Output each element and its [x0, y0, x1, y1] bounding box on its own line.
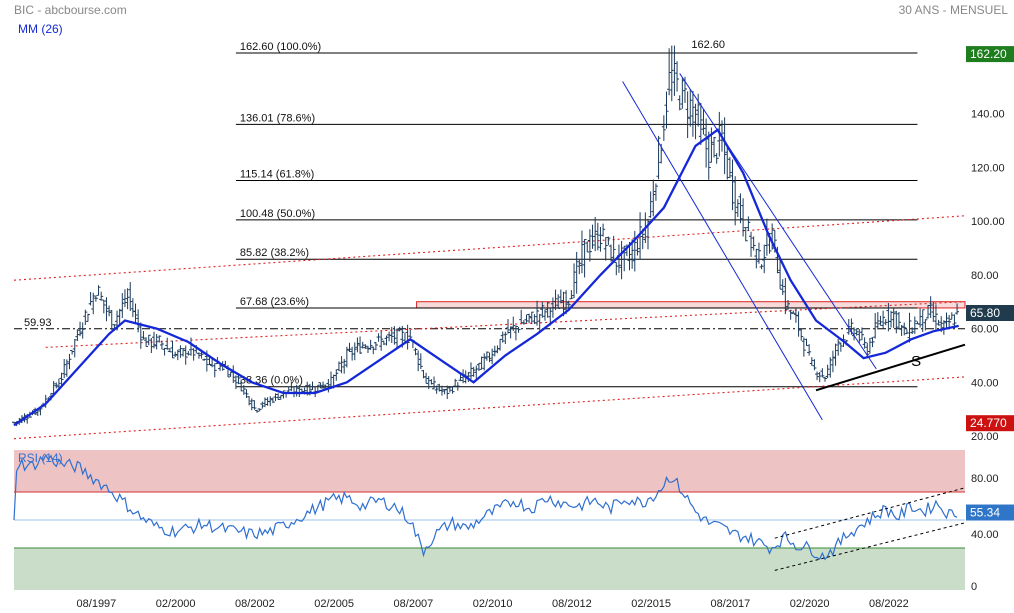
time-axis-tick: 08/2017	[711, 598, 751, 610]
source-title: BIC - abcbourse.com	[14, 3, 127, 17]
rsi-axis-tick: 40.00	[971, 529, 999, 541]
time-axis-tick: 08/2002	[235, 598, 275, 610]
time-axis-tick: 08/2007	[394, 598, 434, 610]
rsi-channel-line	[774, 522, 966, 571]
price-axis-tick: 120.00	[971, 162, 1005, 174]
price-tag-bg	[966, 415, 1014, 432]
peak-label: 162.60	[691, 39, 725, 51]
price-axis-tick: 40.00	[971, 377, 999, 389]
rsi-oversold-zone	[14, 548, 965, 590]
fib-level-label: 100.48 (50.0%)	[240, 208, 315, 220]
time-axis-tick: 02/2005	[314, 598, 354, 610]
time-axis-tick: 02/2000	[156, 598, 196, 610]
ma-legend: MM (26)	[18, 22, 63, 36]
price-tag-bg	[966, 304, 1014, 321]
blue-channel-line	[679, 73, 877, 370]
blue-channel-line	[622, 81, 823, 421]
time-axis-tick: 02/2015	[631, 598, 671, 610]
pattern-label: S	[911, 353, 921, 370]
fib-level-label: 115.14 (61.8%)	[240, 168, 314, 180]
price-axis-tick: 140.00	[971, 109, 1005, 121]
fib-level-label: 162.60 (100.0%)	[240, 41, 321, 53]
fib-level-label: 136.01 (78.6%)	[240, 112, 315, 124]
price-axis-tick: 60.00	[971, 324, 999, 336]
rsi-channel-line	[774, 487, 966, 539]
price-axis-tick: 80.00	[971, 270, 999, 282]
price-axis-tick: 20.00	[971, 431, 999, 443]
red-channel-line	[13, 376, 966, 440]
price-tag-bg	[966, 46, 1014, 63]
time-axis-tick: 08/1997	[77, 598, 117, 610]
rsi-legend: RSI (14)	[18, 451, 63, 465]
rsi-axis-tick: 0	[971, 581, 977, 593]
rsi-overbought-zone	[14, 450, 965, 492]
price-tag-label: 65.80	[970, 306, 1000, 320]
rsi-tag-label: 55.34	[970, 506, 1000, 520]
red-channel-line	[45, 301, 966, 348]
time-axis-tick: 02/2010	[473, 598, 513, 610]
rsi-axis-tick: 80.00	[971, 473, 999, 485]
price-tag-label: 162.20	[970, 47, 1007, 61]
pivot-label: 59.93	[24, 317, 52, 329]
rsi-tag-bg	[966, 504, 1014, 521]
rsi-line	[13, 453, 958, 561]
time-axis-tick: 08/2022	[869, 598, 909, 610]
support-trendline	[815, 343, 966, 392]
price-panel: 162.60 (100.0%) 136.01 (78.6%) 115.14 (61.…	[12, 39, 966, 440]
price-tag-label: 24.770	[970, 416, 1007, 430]
red-channel-line	[13, 215, 966, 281]
moving-average-line	[13, 128, 959, 427]
fib-level-label: 85.82 (38.2%)	[240, 247, 309, 259]
resistance-zone	[416, 301, 966, 309]
time-axis-tick: 08/2012	[552, 598, 592, 610]
ohlc-bars	[12, 45, 960, 427]
price-axis-tick: 100.00	[971, 216, 1005, 228]
time-axis-tick: 02/2020	[790, 598, 830, 610]
fib-level-label: 67.68 (23.6%)	[240, 296, 309, 308]
period-label: 30 ANS - MENSUEL	[899, 3, 1009, 17]
rsi-panel	[13, 450, 966, 590]
axes: 20.00 40.00 60.00 80.00 100.00 120.00 140.00 16…	[77, 46, 1014, 610]
